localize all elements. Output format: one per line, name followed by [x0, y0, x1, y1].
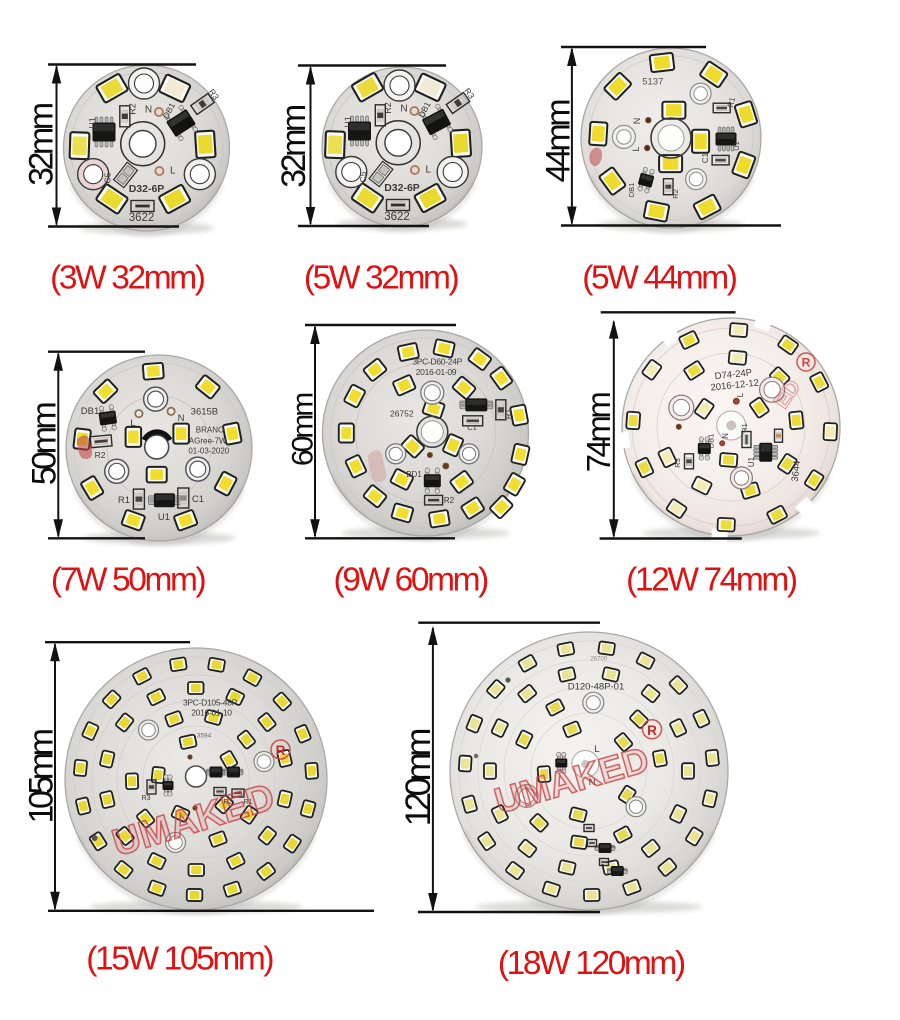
svg-text:N: N	[400, 104, 407, 115]
svg-text:L: L	[631, 146, 641, 151]
svg-text:U1: U1	[158, 512, 170, 523]
svg-text:L: L	[170, 166, 176, 177]
svg-text:C5: C5	[358, 171, 368, 182]
svg-text:R2: R2	[444, 496, 455, 505]
svg-text:3622: 3622	[129, 212, 155, 224]
svg-text:(3W 32mm): (3W 32mm)	[50, 259, 205, 296]
svg-text:R1: R1	[740, 423, 749, 433]
svg-text:60mm: 60mm	[287, 393, 320, 466]
svg-text:DB1: DB1	[81, 406, 99, 417]
svg-text:44mm: 44mm	[540, 100, 578, 183]
svg-text:BD1: BD1	[406, 470, 422, 479]
svg-text:D32-6P: D32-6P	[129, 183, 165, 195]
svg-text:L: L	[130, 418, 135, 429]
svg-text:26700: 26700	[590, 656, 607, 662]
svg-text:N: N	[589, 777, 596, 788]
svg-text:C1: C1	[192, 494, 204, 505]
svg-text:N: N	[721, 433, 730, 439]
svg-text:(12W 74mm): (12W 74mm)	[626, 562, 797, 599]
svg-text:2016-01-09: 2016-01-09	[416, 367, 457, 377]
svg-text:R2: R2	[383, 102, 393, 114]
svg-text:L: L	[735, 392, 745, 397]
svg-text:R1: R1	[118, 495, 130, 506]
svg-text:120mm: 120mm	[399, 730, 438, 827]
svg-text:D120-48P-01: D120-48P-01	[568, 681, 625, 692]
svg-text:R: R	[647, 723, 657, 738]
svg-text:R1: R1	[244, 799, 253, 806]
svg-text:L: L	[426, 165, 432, 176]
svg-text:U1: U1	[343, 116, 353, 128]
svg-text:3615B: 3615B	[191, 406, 218, 417]
svg-text:N: N	[178, 413, 185, 424]
svg-text:C1: C1	[701, 152, 710, 163]
svg-text:R2: R2	[671, 189, 680, 199]
svg-text:R: R	[276, 743, 286, 758]
svg-text:C1: C1	[467, 423, 477, 432]
svg-text:3PC-D60-24P: 3PC-D60-24P	[412, 357, 462, 367]
svg-text:U1: U1	[732, 141, 741, 151]
svg-text:R2: R2	[128, 103, 138, 115]
svg-text:N: N	[145, 105, 152, 116]
svg-text:74mm: 74mm	[580, 393, 617, 473]
svg-text:D32-6P: D32-6P	[384, 182, 420, 194]
svg-text:R1: R1	[726, 96, 737, 109]
svg-text:DB1: DB1	[707, 434, 716, 449]
svg-text:R3: R3	[673, 458, 682, 468]
svg-text:(15W 105mm): (15W 105mm)	[86, 941, 273, 978]
svg-text:N: N	[632, 118, 642, 125]
svg-text:AGree-7W: AGree-7W	[189, 436, 227, 445]
svg-text:U1: U1	[88, 117, 98, 129]
svg-text:R3: R3	[142, 795, 151, 802]
svg-text:(7W 50mm): (7W 50mm)	[51, 562, 206, 599]
svg-text:(5W 32mm): (5W 32mm)	[304, 259, 459, 296]
svg-text:2016-01-10: 2016-01-10	[191, 708, 232, 718]
svg-text:R2: R2	[224, 799, 233, 806]
svg-text:BRANO: BRANO	[196, 425, 224, 434]
svg-text:R: R	[802, 356, 811, 370]
svg-text:(18W 120mm): (18W 120mm)	[498, 945, 685, 982]
svg-text:(5W 44mm): (5W 44mm)	[582, 259, 737, 296]
svg-text:3644: 3644	[790, 460, 803, 482]
svg-text:R2: R2	[95, 450, 106, 460]
svg-text:DB1: DB1	[627, 183, 636, 198]
svg-text:C5: C5	[103, 172, 113, 183]
svg-text:D74-24P: D74-24P	[714, 367, 752, 382]
svg-text:3594: 3594	[197, 733, 212, 740]
svg-text:5137: 5137	[642, 76, 663, 87]
svg-text:32mm: 32mm	[23, 103, 61, 186]
svg-text:32mm: 32mm	[275, 105, 313, 188]
svg-text:(9W 60mm): (9W 60mm)	[334, 562, 489, 599]
svg-text:L: L	[594, 744, 599, 755]
svg-text:50mm: 50mm	[26, 403, 64, 486]
svg-text:2016-12-12: 2016-12-12	[710, 378, 759, 394]
svg-text:01-03-2020: 01-03-2020	[188, 447, 229, 456]
svg-text:U1: U1	[747, 456, 756, 467]
svg-text:R1: R1	[504, 408, 513, 419]
svg-text:3622: 3622	[384, 211, 410, 223]
svg-text:26752: 26752	[390, 408, 414, 418]
svg-text:3PC-D105-48P: 3PC-D105-48P	[183, 698, 238, 708]
svg-text:105mm: 105mm	[23, 729, 61, 823]
